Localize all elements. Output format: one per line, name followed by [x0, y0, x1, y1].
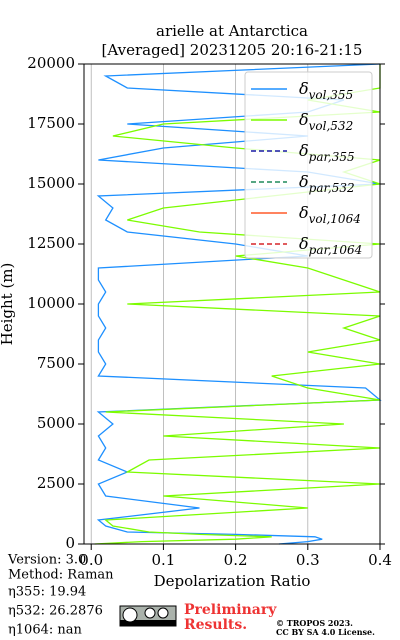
cc-logo [119, 605, 177, 627]
results: Results. [184, 617, 247, 633]
y-tick-label: 12500 [27, 234, 75, 252]
legend-label: δvol,355 [299, 79, 353, 102]
eta-1064: η1064: nan [8, 623, 83, 638]
legend-label: δpar,355 [299, 141, 355, 164]
method: Method: Raman [8, 568, 114, 583]
chart-title: arielle at Antarctica [156, 22, 308, 40]
y-tick-label: 7500 [37, 354, 75, 372]
y-tick-label: 5000 [37, 414, 75, 432]
y-axis-label: Height (m) [0, 263, 16, 346]
profile-line [96, 63, 382, 545]
y-tick-label: 2500 [37, 474, 75, 492]
y-tick-label: 10000 [27, 294, 75, 312]
x-tick-label: 0.0 [79, 551, 103, 569]
copyright: © TROPOS 2023. [276, 618, 353, 628]
legend-label: δpar,532 [299, 172, 355, 195]
x-tick-label: 0.4 [368, 551, 392, 569]
y-tick-label: 17500 [27, 114, 75, 132]
y-tick-label: 15000 [27, 174, 75, 192]
legend: δvol,355 δvol,532 δpar,355 δpar,532 δvol,106… [244, 71, 373, 259]
x-axis-label: Depolarization Ratio [154, 572, 311, 590]
x-tick-label: 0.3 [296, 551, 320, 569]
eta-355: η355: 19.94 [8, 585, 86, 600]
y-tick-label: 20000 [27, 54, 75, 72]
x-tick-label: 0.2 [224, 551, 248, 569]
legend-box [244, 71, 373, 259]
legend-label: δvol,1064 [299, 203, 361, 226]
chart-subtitle: [Averaged] 20231205 20:16-21:15 [102, 41, 363, 59]
legend-label: δvol,532 [299, 110, 353, 133]
eta-532: η532: 26.2876 [8, 604, 103, 619]
legend-label: δpar,1064 [299, 234, 362, 257]
version: Version: 3.0 [7, 553, 86, 568]
y-tick-label: 0 [65, 534, 75, 552]
preliminary: Preliminary [184, 602, 277, 618]
license: CC BY SA 4.0 License. [276, 627, 375, 637]
x-tick-label: 0.1 [151, 551, 175, 569]
